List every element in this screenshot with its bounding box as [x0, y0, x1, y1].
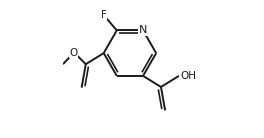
Text: F: F: [101, 10, 107, 20]
Text: N: N: [139, 25, 147, 35]
Text: O: O: [69, 48, 77, 58]
Text: OH: OH: [180, 71, 196, 81]
